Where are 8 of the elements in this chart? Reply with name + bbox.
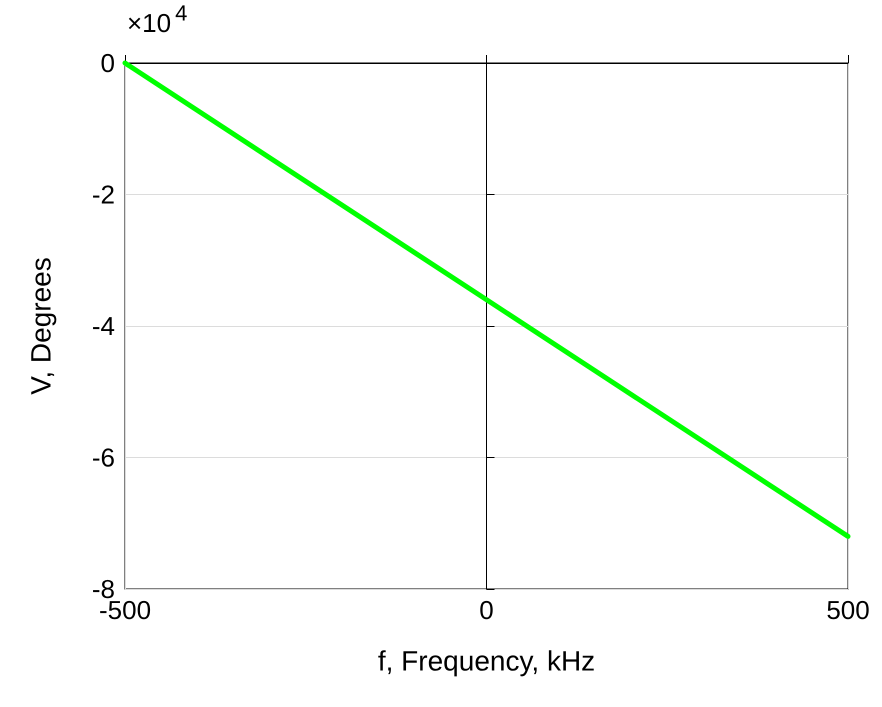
y-tick-label: -2 bbox=[92, 180, 115, 210]
x-tick-label: 500 bbox=[826, 595, 870, 625]
x-axis-title: f, Frequency, kHz bbox=[378, 646, 596, 676]
y-tick-label: -6 bbox=[92, 442, 115, 472]
y-axis-title: V, Degrees bbox=[26, 257, 56, 395]
y-tick-label: -4 bbox=[92, 311, 115, 341]
y-tick-label: 0 bbox=[100, 48, 115, 78]
x-tick-label: 0 bbox=[479, 595, 494, 625]
